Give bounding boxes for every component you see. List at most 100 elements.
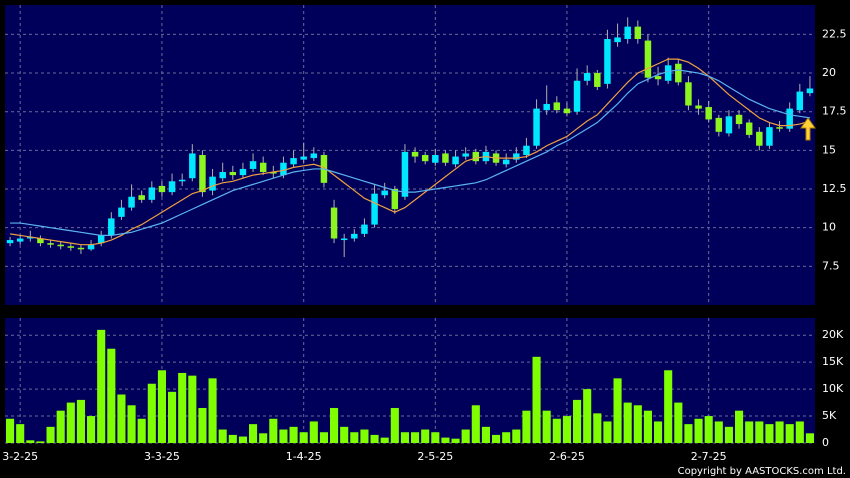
volume-bar [360,429,369,443]
candle-body [47,243,54,245]
volume-bar [755,421,764,443]
volume-bar [107,348,116,443]
volume-bar [16,424,25,443]
candle-body [16,238,24,242]
volume-bar [805,433,814,443]
volume-bar [178,372,187,443]
volume-bar [259,433,268,443]
volume-bar [97,329,106,443]
candle-body [563,108,571,114]
candle-body [290,158,297,165]
candle-body [776,127,783,129]
candle-body [97,235,105,244]
volume-bar [279,429,288,443]
y-tick-label: 10 [822,221,836,234]
y-tick-label: 20K [822,328,844,341]
y-tick-label: 5K [822,409,837,422]
volume-bar [56,410,65,443]
candle-body [553,102,561,111]
arrow-icon [800,117,816,141]
volume-bar [249,424,258,443]
candle-body [695,105,702,109]
volume-bar [380,437,389,443]
candle-body [330,207,338,239]
candle-body [735,114,743,125]
volume-panel [5,318,815,443]
candle-body [158,185,166,193]
candle-body [675,63,682,83]
volume-bar [411,432,420,443]
volume-bar [461,429,470,443]
volume-bar [421,429,430,443]
candle-body [27,236,34,239]
candle-body [756,131,763,146]
volume-bar [471,405,480,443]
y-tick-label: 15K [822,355,844,368]
candle-body [6,240,14,244]
volume-bar [309,421,318,443]
candle-body [199,155,206,193]
candle-body [705,107,712,120]
moving-average-line [10,69,811,237]
candle-body [604,39,611,84]
volume-bar [441,437,450,443]
volume-bar [765,424,774,443]
y-tick-label: 7.5 [822,259,840,272]
volume-bar [583,389,592,443]
candle-body [310,153,318,159]
volume-bar [512,429,521,443]
volume-bar [147,383,156,443]
volume-bar [522,410,531,443]
volume-bar [704,416,713,443]
volume-bar [76,399,85,443]
candle-body [87,244,95,250]
volume-bar [684,424,693,443]
volume-bar [714,421,723,443]
candle-body [259,162,267,173]
candle-body [644,40,652,78]
candle-body [442,153,449,163]
candle-body [533,108,540,146]
moving-average-line [9,58,811,246]
volume-bar [573,399,582,443]
volume-bar [785,424,794,443]
x-tick-label: 3-3-25 [144,450,180,463]
candle-body [452,156,459,165]
x-tick-label: 3-2-25 [2,450,38,463]
volume-bar [552,418,561,443]
y-tick-label: 0 [822,436,829,449]
volume-bar [289,426,298,443]
candle-body [766,127,773,146]
volume-bar [157,370,166,443]
candle-body [168,181,176,193]
candle-body [189,153,196,179]
y-tick-label: 10K [822,382,844,395]
x-tick-label: 2-5-25 [417,450,453,463]
candle-body [634,26,642,40]
candle-body [664,65,672,81]
volume-bar [431,432,440,443]
candle-body [421,155,429,162]
volume-bar [350,432,359,443]
volume-bar [542,410,551,443]
candle-body [806,88,814,94]
candle-body [108,218,115,236]
candle-body [583,73,591,81]
candle-body [138,195,145,200]
candle-body [462,153,469,157]
volume-bar [664,370,673,443]
candle-body [685,82,692,106]
volume-bar [208,378,217,443]
x-tick-label: 2-7-25 [691,450,727,463]
volume-bar [46,426,55,443]
volume-bar [492,434,501,443]
volume-bar [117,394,126,443]
volume-bar [168,391,177,443]
candle-body [209,176,216,191]
candle-body [340,238,348,241]
volume-bar [66,402,75,443]
candle-body [219,172,226,179]
candle-body [543,103,550,111]
volume-bar [228,434,237,443]
